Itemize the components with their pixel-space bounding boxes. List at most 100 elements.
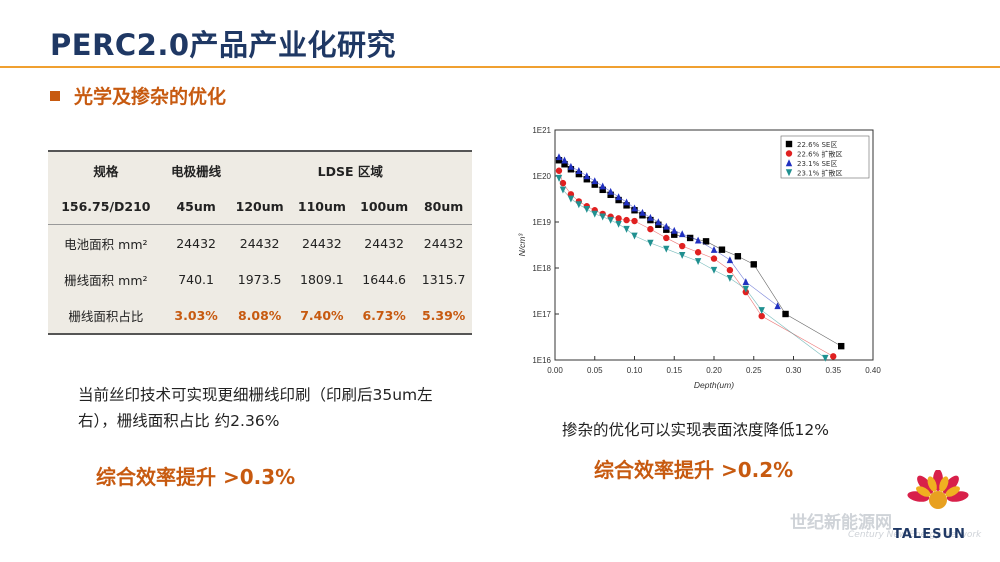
table-cell: 5.39%: [421, 307, 466, 323]
data-point: [702, 238, 710, 245]
data-point: [559, 186, 567, 194]
data-point: [710, 245, 718, 253]
data-point: [671, 226, 678, 234]
data-point: [561, 161, 568, 168]
data-point: [679, 251, 686, 259]
data-point: [782, 310, 789, 318]
data-point: [567, 195, 575, 203]
data-point: [686, 234, 694, 242]
data-point: [663, 222, 670, 230]
page-title: PERC2.0产品产业化研究: [50, 28, 397, 62]
table-cell: 栅线面积 mm²: [64, 272, 148, 288]
data-point: [679, 230, 686, 238]
table-cell: 电池面积 mm²: [64, 236, 148, 252]
data-point: [623, 225, 630, 233]
data-point: [599, 213, 606, 221]
table-cell: 80um: [423, 198, 464, 214]
y-tick-label: 1E21: [532, 126, 551, 135]
table-cell: 24432: [364, 235, 405, 251]
watermark: 世纪新能源网: [790, 513, 892, 533]
table-header-cell: 电极栅线: [171, 163, 222, 179]
legend-label: 22.6% 扩散区: [797, 150, 842, 159]
data-point: [655, 218, 662, 226]
data-point: [679, 242, 686, 250]
data-point: [785, 150, 793, 157]
data-point: [785, 140, 793, 148]
right-caption: 掺杂的优化可以实现表面浓度降低12%: [562, 421, 829, 439]
data-point: [742, 278, 749, 286]
data-point: [607, 191, 614, 199]
data-point: [555, 153, 563, 161]
table-cell: 24432: [239, 235, 280, 251]
data-point: [758, 307, 765, 315]
data-point: [575, 201, 583, 209]
table-cell: 120um: [235, 198, 284, 214]
data-point: [567, 162, 575, 170]
data-point: [555, 174, 563, 182]
data-point: [758, 312, 765, 320]
table-cell: 45um: [176, 198, 216, 214]
series-line: [558, 156, 778, 307]
title-divider: [0, 66, 1000, 68]
data-point: [623, 216, 630, 224]
data-point: [555, 157, 563, 164]
data-point: [607, 187, 614, 195]
doping-profile-chart: 0.00 0.05 0.10 0.15 0.20 0.25 0.30 0.35 0.40 1E16…: [517, 126, 881, 390]
legend-box: [780, 135, 870, 179]
data-point: [615, 215, 622, 222]
data-point: [647, 213, 654, 221]
x-axis-label: Depth(um): [694, 380, 734, 390]
data-point: [726, 256, 734, 264]
left-efficiency-gain: 综合效率提升 >0.3%: [96, 465, 296, 489]
data-point: [750, 261, 757, 268]
x-tick-label: 0.10: [627, 366, 643, 375]
x-tick-label: 0.15: [666, 366, 682, 375]
data-point: [561, 156, 568, 164]
x-tick-label: 0.25: [746, 366, 762, 375]
x-tick-label: 0.20: [706, 366, 722, 375]
table-cell: 1973.5: [237, 271, 282, 287]
legend-label: 22.6% SE区: [797, 141, 837, 149]
data-point: [591, 181, 598, 188]
data-point: [583, 176, 590, 183]
data-point: [838, 342, 845, 350]
data-point: [718, 246, 726, 253]
data-point: [647, 239, 654, 247]
x-tick-label: 0.30: [786, 366, 802, 375]
table-cell: 740.1: [178, 271, 214, 287]
data-point: [822, 354, 829, 362]
table-cell: 栅线面积占比: [68, 308, 144, 324]
y-tick-label: 1E16: [532, 356, 551, 365]
data-point: [575, 170, 583, 178]
data-point: [583, 205, 590, 213]
data-point: [663, 234, 670, 242]
section-heading: 光学及掺杂的优化: [50, 82, 226, 109]
data-point: [631, 232, 638, 240]
legend-label: 23.1% SE区: [797, 160, 837, 168]
table-row: 156.75/D210 45um 120um 110um 100um 80um: [48, 188, 472, 225]
data-point: [726, 275, 734, 282]
data-point: [599, 182, 606, 190]
data-point: [591, 177, 598, 185]
y-axis-label: N/cm³: [517, 233, 527, 257]
section-heading-text: 光学及掺杂的优化: [74, 86, 227, 108]
table-row: 栅线面积占比 3.03% 8.08% 7.40% 6.73% 5.39%: [48, 297, 472, 334]
table-row: 电池面积 mm² 24432 24432 24432 24432 24432: [48, 225, 472, 262]
data-point: [726, 266, 734, 274]
table-cell: 6.73%: [362, 307, 406, 323]
x-tick-label: 0.00: [547, 366, 563, 375]
y-tick-label: 1E18: [532, 264, 551, 273]
legend-label: 23.1% 扩散区: [797, 169, 842, 178]
grid-area-table: 规格 电极栅线 LDSE 区域 156.75/D210 45um 120um 110um 10…: [48, 150, 472, 335]
table-cell: 24432: [302, 235, 342, 251]
data-point: [631, 217, 638, 225]
table-cell: 1644.6: [362, 271, 407, 287]
company-logo-text: TALESUN: [893, 527, 966, 542]
data-point: [615, 193, 622, 201]
table-cell: 8.08%: [237, 307, 282, 323]
y-tick-label: 1E20: [532, 172, 551, 181]
data-point: [830, 353, 837, 360]
table-cell: 156.75/D210: [61, 198, 151, 214]
x-tick-label: 0.40: [865, 366, 881, 375]
data-point: [710, 255, 718, 262]
